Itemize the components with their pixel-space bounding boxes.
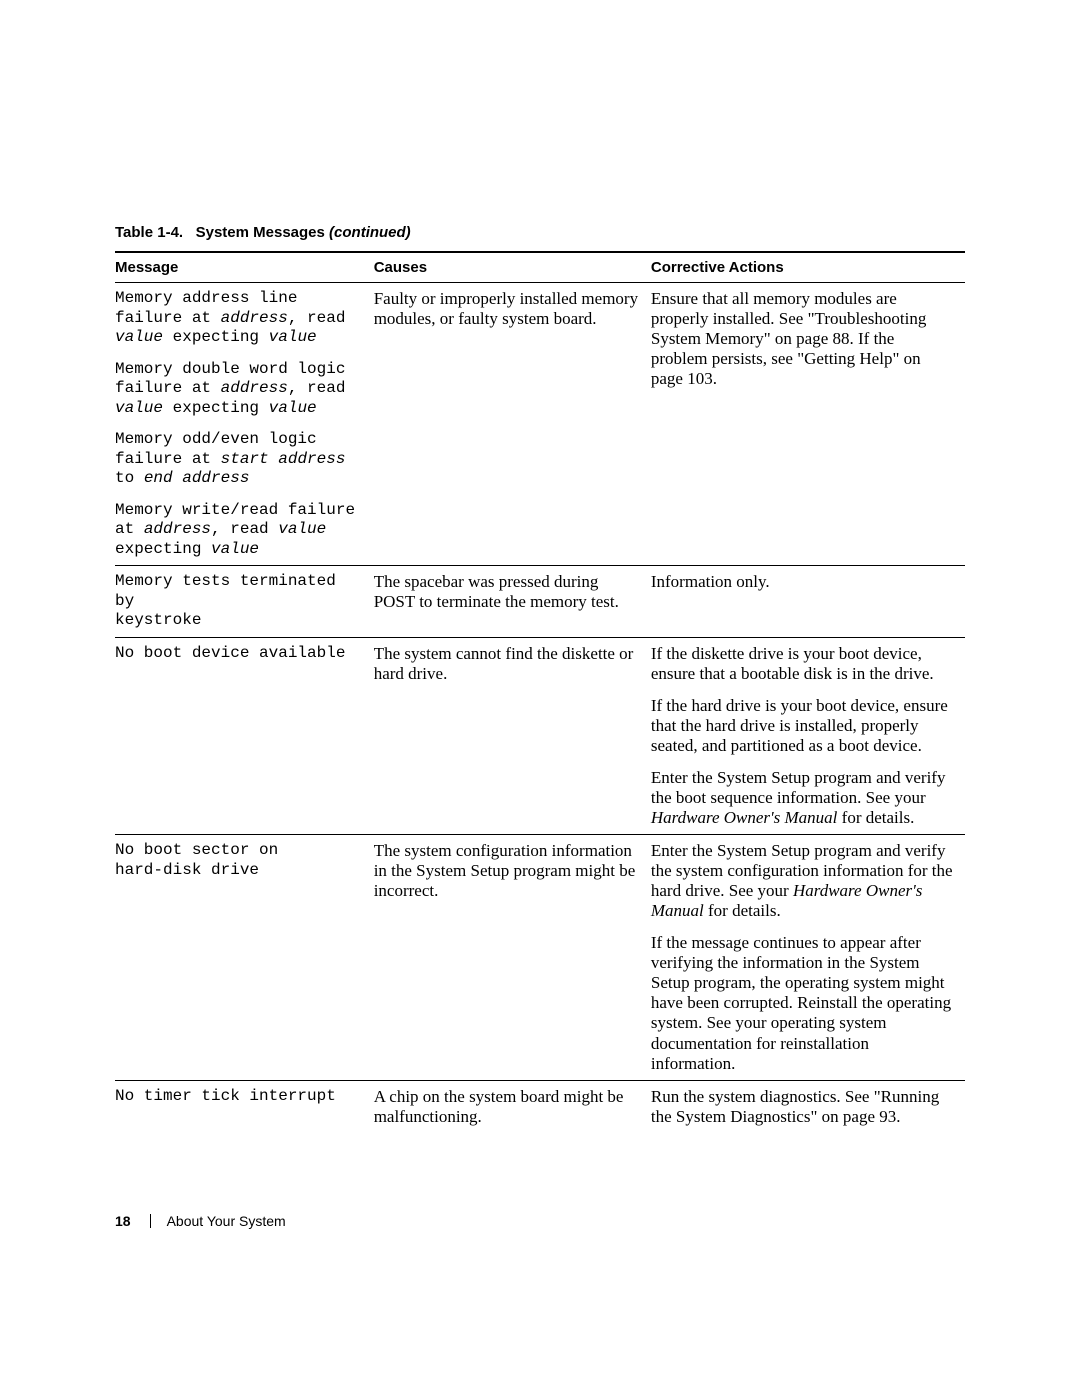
table-row: Memory tests terminated by keystroke The… [115, 566, 965, 638]
table-header-row: Message Causes Corrective Actions [115, 252, 965, 283]
table-row: No boot sector on hard-disk drive The sy… [115, 835, 965, 928]
action-cell: Ensure that all memory modules are prope… [651, 283, 965, 566]
message-cell: No boot device available [115, 637, 374, 834]
table-continued: (continued) [329, 224, 411, 241]
message-cell: Memory write/read failure at address, re… [115, 495, 374, 566]
action-cell: Enter the System Setup program and verif… [651, 835, 965, 928]
cause-cell: The system cannot find the diskette or h… [374, 637, 651, 834]
cause-cell: The system configuration information in … [374, 835, 651, 1081]
cause-cell: A chip on the system board might be malf… [374, 1080, 651, 1133]
message-cell: Memory tests terminated by keystroke [115, 566, 374, 638]
footer-divider [150, 1214, 151, 1228]
page-number: 18 [115, 1213, 131, 1229]
action-cell: If the diskette drive is your boot devic… [651, 637, 965, 690]
col-header-message: Message [115, 252, 374, 283]
action-cell: Run the system diagnostics. See "Running… [651, 1080, 965, 1133]
table-row: No timer tick interrupt A chip on the sy… [115, 1080, 965, 1133]
action-cell: If the message continues to appear after… [651, 927, 965, 1080]
table-row: Memory address line failure at address, … [115, 283, 965, 354]
message-cell: No boot sector on hard-disk drive [115, 835, 374, 1081]
action-cell: If the hard drive is your boot device, e… [651, 690, 965, 762]
message-cell: Memory double word logic failure at addr… [115, 354, 374, 425]
cause-cell: The spacebar was pressed during POST to … [374, 566, 651, 638]
col-header-causes: Causes [374, 252, 651, 283]
system-messages-table: Message Causes Corrective Actions Memory… [115, 251, 965, 1133]
message-cell: Memory odd/even logic failure at start a… [115, 424, 374, 495]
document-page: Table 1-4. System Messages (continued) M… [0, 0, 1080, 1397]
table-label: Table 1-4. [115, 224, 183, 241]
page-footer: 18 About Your System [115, 1213, 286, 1229]
action-cell: Enter the System Setup program and verif… [651, 762, 965, 835]
message-cell: No timer tick interrupt [115, 1080, 374, 1133]
table-row: No boot device available The system cann… [115, 637, 965, 690]
message-cell: Memory address line failure at address, … [115, 283, 374, 354]
section-title: About Your System [167, 1213, 286, 1229]
col-header-actions: Corrective Actions [651, 252, 965, 283]
table-caption: Table 1-4. System Messages (continued) [115, 224, 965, 241]
cause-cell: Faulty or improperly installed memory mo… [374, 283, 651, 566]
action-cell: Information only. [651, 566, 965, 638]
table-title: System Messages [196, 224, 325, 241]
